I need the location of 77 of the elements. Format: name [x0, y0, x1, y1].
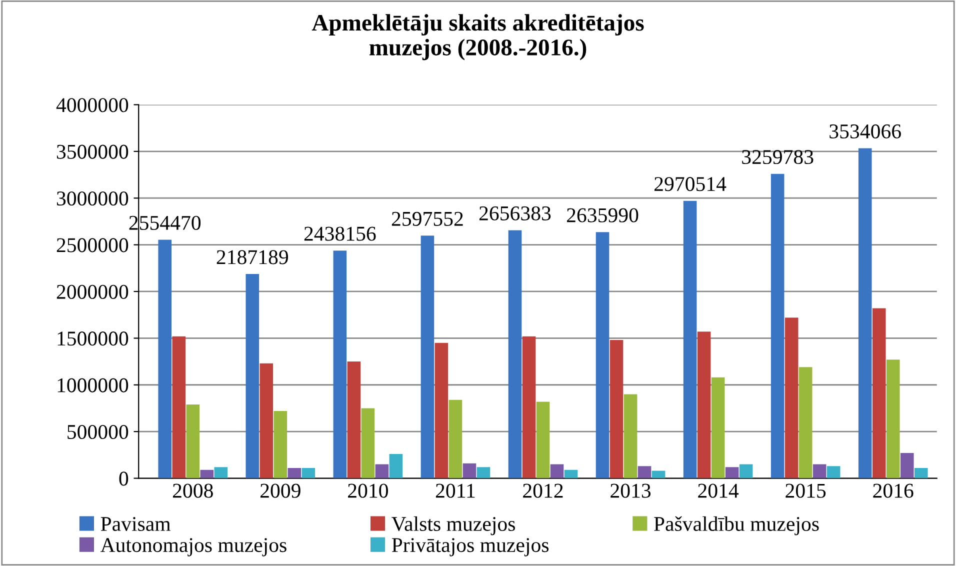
- bar: [638, 466, 652, 478]
- bar: [158, 240, 172, 478]
- y-tick-label: 0: [119, 472, 128, 486]
- x-tick-label: 2010: [348, 484, 388, 498]
- bar: [683, 200, 697, 478]
- bar: [770, 174, 784, 478]
- bar: [886, 360, 900, 478]
- legend-label: Autonomajos muzejos: [100, 538, 286, 556]
- bar: [652, 470, 666, 478]
- bar: [596, 232, 610, 478]
- data-label: 2970514: [654, 177, 726, 192]
- y-tick-label: 4000000: [56, 98, 128, 112]
- bar: [858, 148, 872, 478]
- x-tick-label: 2016: [873, 484, 914, 498]
- legend-label: Valsts muzejos: [392, 516, 515, 536]
- bar: [900, 453, 914, 478]
- bar: [448, 400, 462, 478]
- bar: [476, 467, 490, 478]
- bar: [784, 318, 798, 478]
- y-tick-label: 1500000: [58, 332, 128, 346]
- bar: [260, 363, 274, 478]
- bar: [214, 467, 228, 478]
- bar: [550, 464, 564, 478]
- y-tick-label: 3500000: [56, 144, 128, 159]
- x-tick-label: 2012: [523, 484, 563, 498]
- bar: [347, 362, 361, 478]
- x-tick-label: 2011: [436, 484, 475, 498]
- legend-label: Privātajos muzejos: [392, 538, 549, 556]
- bar: [914, 468, 928, 478]
- bar: [420, 236, 434, 478]
- data-label: 2635990: [566, 208, 638, 222]
- x-tick-label: 2009: [260, 484, 300, 498]
- bar: [872, 308, 886, 478]
- bar: [508, 230, 522, 478]
- bar: [172, 336, 186, 478]
- y-tick-label: 2000000: [56, 284, 128, 299]
- bar: [812, 464, 826, 478]
- data-label: 2597552: [392, 212, 463, 226]
- y-tick-label: 2500000: [56, 238, 128, 252]
- bar: [246, 274, 260, 478]
- bar: [333, 250, 347, 478]
- data-label: 2438156: [304, 226, 376, 241]
- y-tick-label: 500000: [68, 424, 128, 440]
- legend-label: Pašvaldību muzejos: [654, 516, 819, 536]
- data-label: 2656383: [479, 206, 551, 220]
- bar: [186, 404, 200, 478]
- bar: [624, 394, 638, 478]
- data-label: 3534066: [830, 124, 901, 138]
- bar: [389, 454, 403, 478]
- bar: [302, 468, 316, 478]
- y-tick-label: 1000000: [58, 378, 128, 392]
- x-tick-label: 2013: [610, 484, 651, 498]
- bar: [274, 411, 288, 478]
- bar: [610, 340, 624, 478]
- bar: [434, 342, 448, 478]
- bar: [798, 367, 812, 478]
- bar: [739, 464, 753, 478]
- chart-title: Apmeklētāju skaits akreditētajos muzejos (2008.-2016.): [312, 14, 644, 60]
- bar: [361, 408, 375, 478]
- bar: [564, 470, 578, 478]
- data-label: 2187189: [216, 250, 288, 264]
- bar: [288, 468, 302, 478]
- data-label: 3259783: [742, 150, 814, 164]
- bar: [697, 332, 711, 478]
- bar: [725, 467, 739, 478]
- bar: [375, 464, 389, 478]
- x-tick-label: 2015: [786, 484, 826, 498]
- x-tick-label: 2008: [172, 484, 213, 498]
- legend-label: Pavisam: [100, 516, 171, 531]
- bar: [536, 402, 550, 478]
- bar: [462, 463, 476, 478]
- y-tick-label: 3000000: [56, 191, 128, 206]
- bar: [200, 470, 214, 478]
- bar: [522, 336, 536, 478]
- x-tick-label: 2014: [698, 484, 739, 498]
- bar: [826, 466, 840, 478]
- bar: [711, 377, 725, 478]
